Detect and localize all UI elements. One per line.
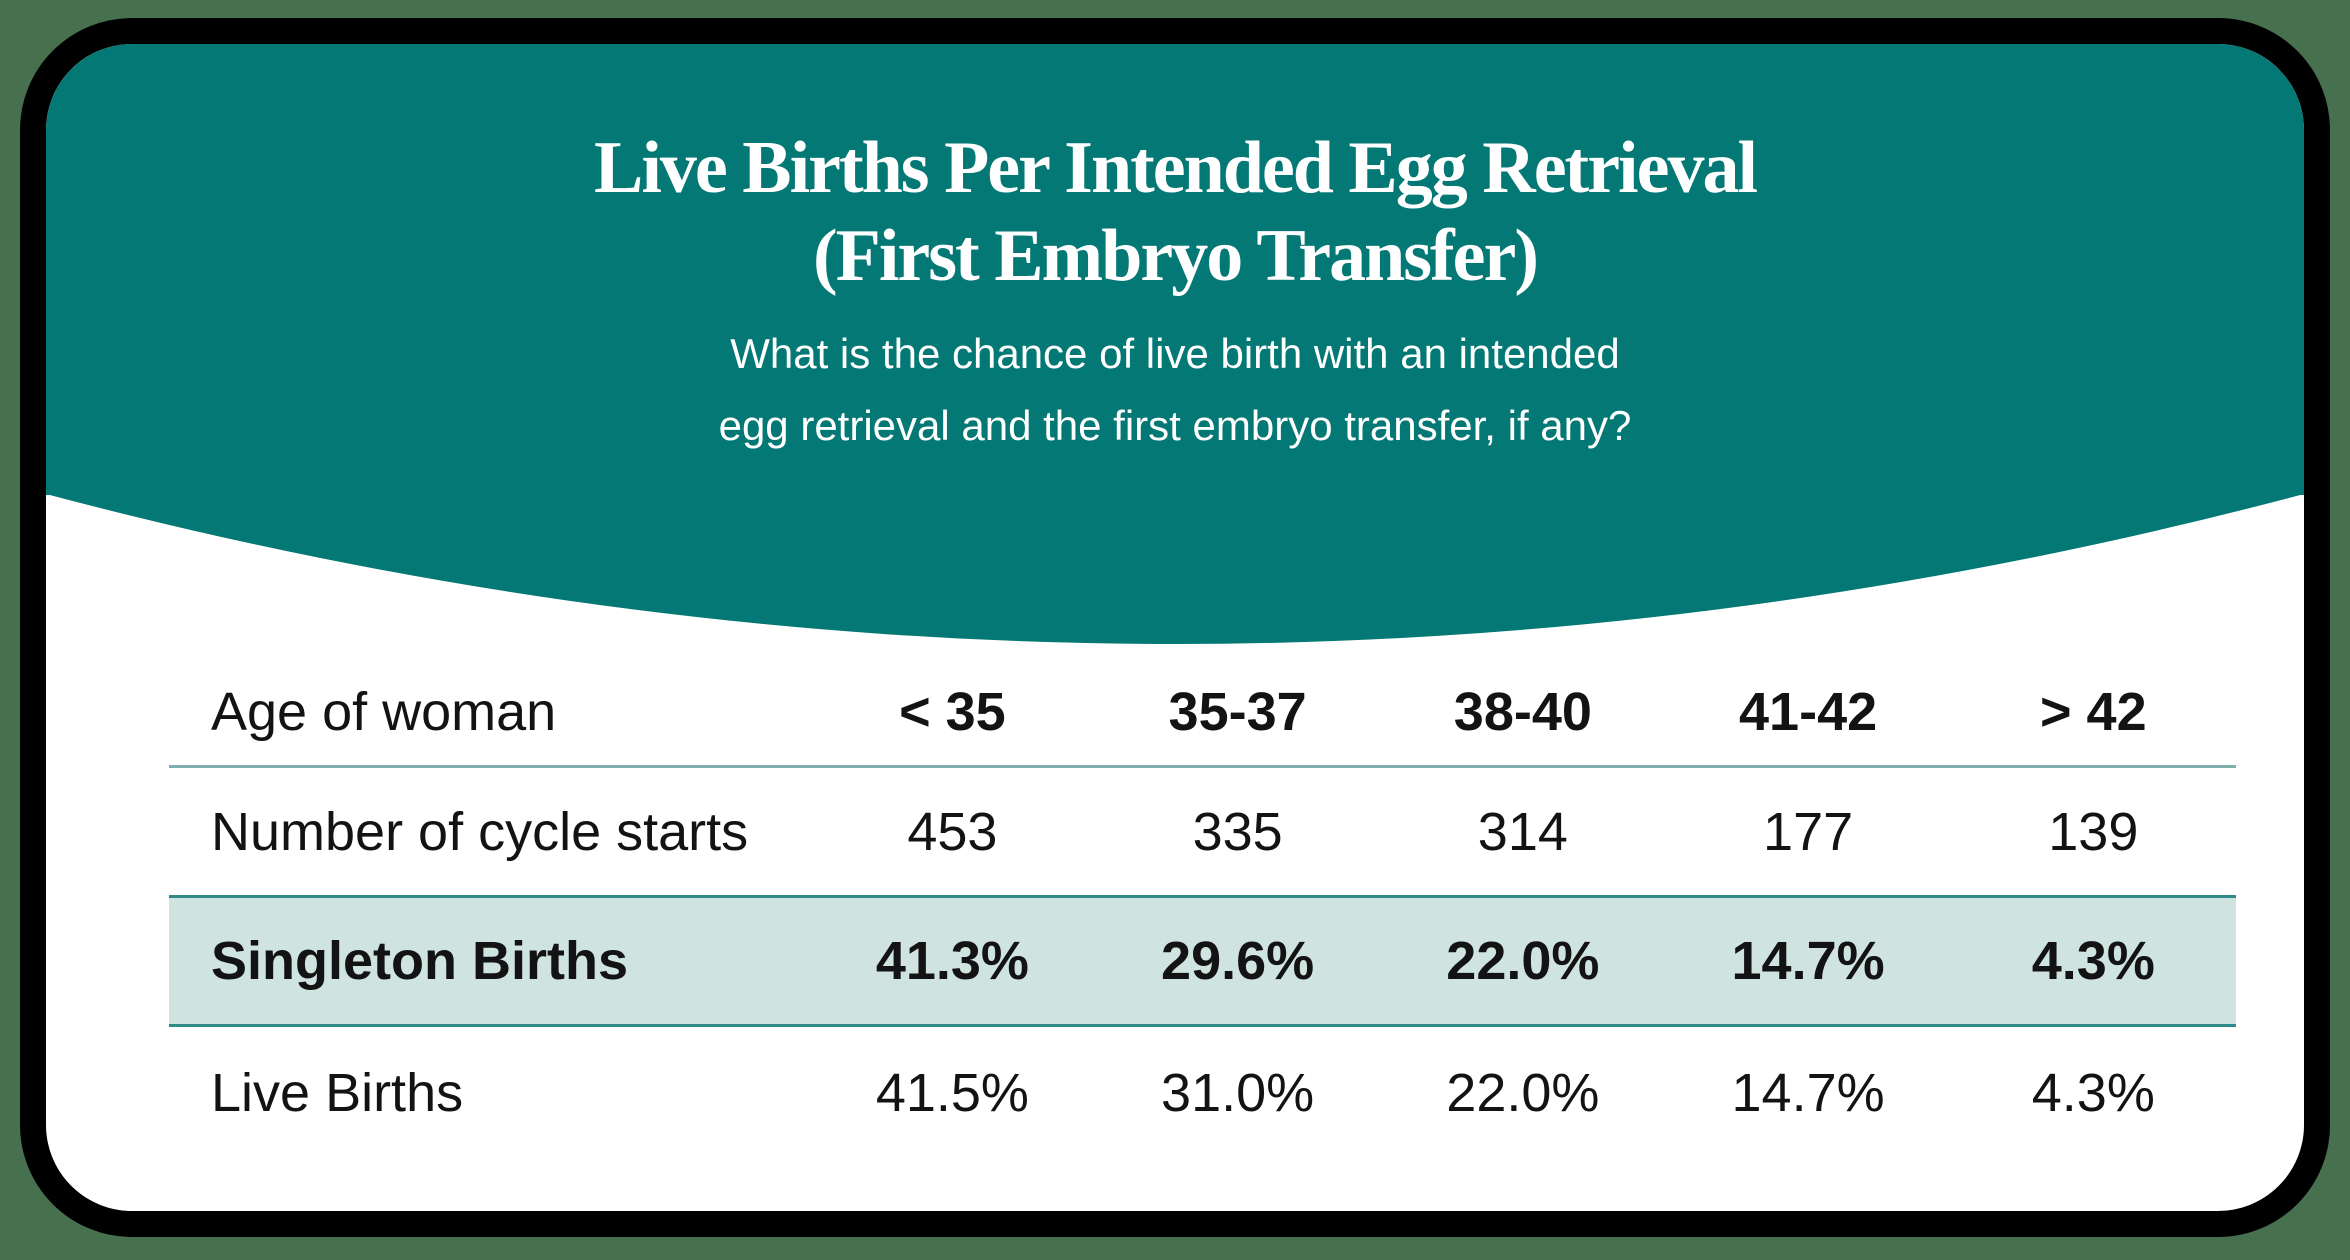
subtitle-line-2: egg retrieval and the first embryo trans… [718,402,1632,449]
age-group-header: 35-37 [1168,681,1307,742]
header-curve-decoration [46,494,2304,644]
table-header-row: Age of woman < 35 35-37 38-40 41-42 > 42 [169,658,2236,768]
singleton-births-value: 14.7% [1731,931,1885,991]
cycle-starts-value: 177 [1763,801,1854,862]
age-group-header: > 42 [2040,681,2147,742]
table-row-cycle-starts: Number of cycle starts 453 335 314 177 1… [169,768,2236,895]
title-line-1: Live Births Per Intended Egg Retrieval [593,127,1758,209]
table-row-live-births: Live Births 41.5% 31.0% 22.0% 14.7% 4.3% [169,1027,2236,1159]
age-group-header: 41-42 [1739,681,1878,742]
row-label: Singleton Births [211,931,628,991]
live-births-value: 4.3% [2031,1063,2155,1123]
card-header: Live Births Per Intended Egg Retrieval (… [46,44,2304,495]
singleton-births-value: 22.0% [1446,931,1600,991]
subtitle-line-1: What is the chance of live birth with an… [730,330,1620,377]
title-line-2: (First Embryo Transfer) [813,215,1539,297]
results-table: Age of woman < 35 35-37 38-40 41-42 > 42… [169,658,2236,1159]
live-births-value: 22.0% [1446,1063,1600,1123]
row-label: Number of cycle starts [211,801,749,862]
live-births-value: 41.5% [875,1063,1029,1123]
age-group-header: < 35 [899,681,1006,742]
infographic-card: Live Births Per Intended Egg Retrieval (… [20,18,2330,1237]
page-subtitle: What is the chance of live birth with an… [46,318,2304,462]
live-births-value: 31.0% [1161,1063,1315,1123]
row-label: Live Births [211,1063,464,1123]
cycle-starts-value: 314 [1477,801,1568,862]
live-births-value: 14.7% [1731,1063,1885,1123]
cycle-starts-value: 139 [2048,801,2139,862]
singleton-births-value: 4.3% [2031,931,2155,991]
singleton-births-value: 29.6% [1161,931,1315,991]
age-group-header: 38-40 [1453,681,1592,742]
age-of-woman-label: Age of woman [211,681,557,742]
singleton-births-value: 41.3% [875,931,1029,991]
table-row-singleton-births-highlighted: Singleton Births 41.3% 29.6% 22.0% 14.7%… [169,895,2236,1027]
cycle-starts-value: 453 [907,801,998,862]
cycle-starts-value: 335 [1192,801,1283,862]
page-title: Live Births Per Intended Egg Retrieval (… [46,124,2304,300]
